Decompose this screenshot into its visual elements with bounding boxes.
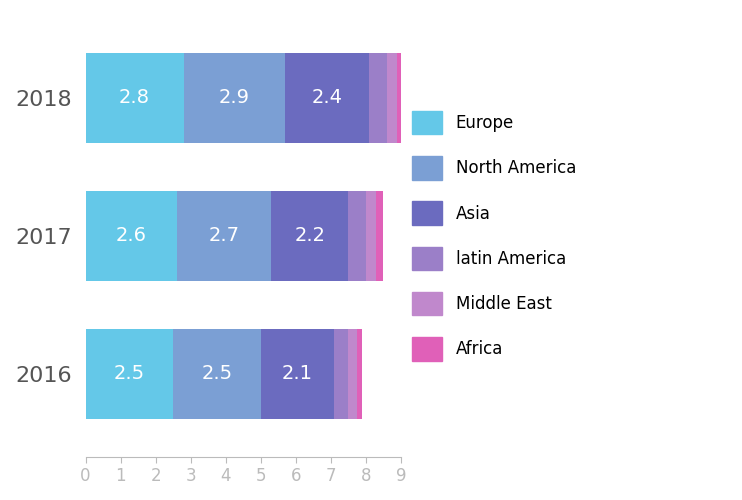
Bar (85, 329, 173, 418)
Bar (334, 329, 348, 418)
Bar (348, 191, 366, 280)
Text: 2.5: 2.5 (201, 364, 232, 384)
Bar (366, 191, 376, 280)
Bar (271, 191, 348, 280)
Bar (85, 53, 183, 142)
Text: 2.7: 2.7 (209, 226, 240, 246)
Bar (183, 53, 285, 142)
Bar (376, 191, 384, 280)
Bar (177, 191, 271, 280)
Text: 2.1: 2.1 (282, 364, 313, 384)
Bar (387, 53, 397, 142)
Text: 2.5: 2.5 (114, 364, 145, 384)
Bar (285, 53, 370, 142)
Text: 2.6: 2.6 (116, 226, 147, 246)
Bar (173, 329, 260, 418)
Bar (370, 53, 387, 142)
Text: 2.9: 2.9 (219, 88, 250, 108)
Legend: Europe, North America, Asia, latin America, Middle East, Africa: Europe, North America, Asia, latin Ameri… (413, 111, 576, 360)
Text: 2.4: 2.4 (312, 88, 343, 108)
Bar (85, 191, 177, 280)
Text: 2.2: 2.2 (295, 226, 325, 246)
Bar (348, 329, 357, 418)
Bar (260, 329, 334, 418)
Bar (357, 329, 362, 418)
Bar (397, 53, 404, 142)
Text: 2.8: 2.8 (119, 88, 150, 108)
